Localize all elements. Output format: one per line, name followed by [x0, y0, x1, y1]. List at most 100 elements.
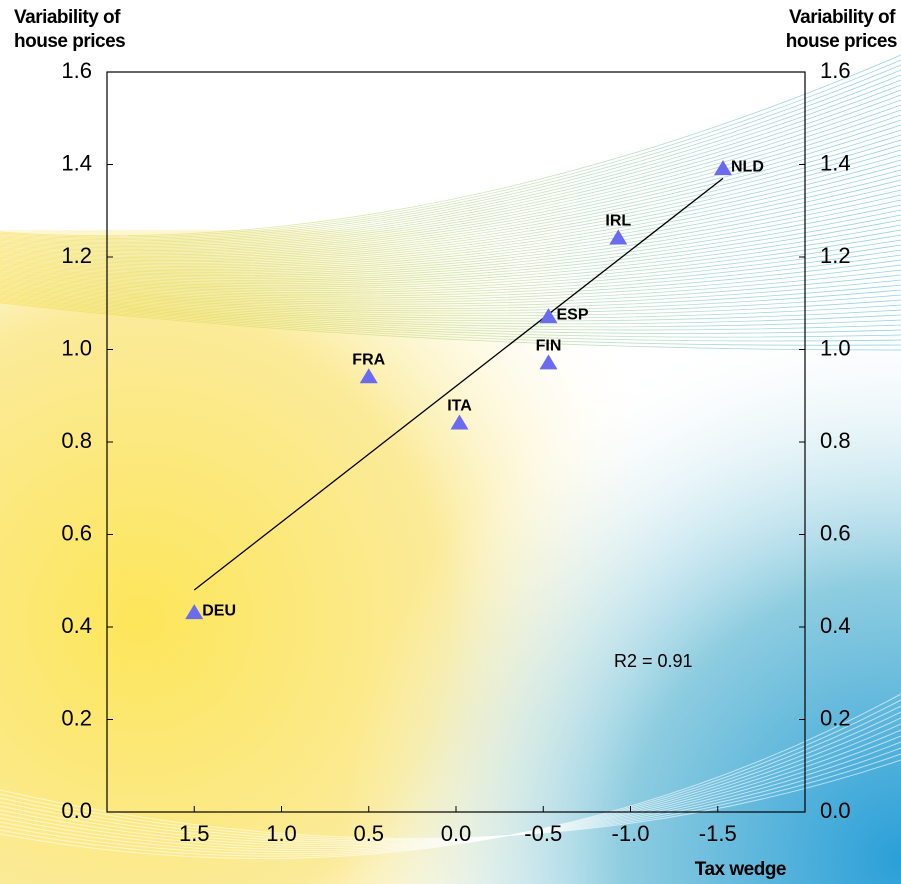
- bg-curve: [0, 184, 901, 273]
- bg-curve: [0, 139, 901, 260]
- bg-curve: [0, 753, 901, 841]
- bg-curve: [0, 119, 901, 254]
- bg-curve: [0, 290, 901, 317]
- y-tick-label: 0.4: [61, 613, 92, 638]
- bg-curve: [0, 711, 901, 853]
- bg-curve: [0, 747, 901, 842]
- point: [609, 229, 628, 245]
- y2-tick-label: 0.4: [820, 613, 851, 638]
- bg-curve: [0, 54, 901, 237]
- bg-curve: [0, 194, 901, 277]
- point: [359, 368, 378, 384]
- bg-curve: [0, 69, 901, 241]
- bg-curve: [0, 129, 901, 257]
- y2-tick-label: 1.6: [820, 58, 851, 83]
- bg-curve: [0, 705, 901, 855]
- y-tick-label: 0.6: [61, 520, 92, 545]
- bg-curve: [0, 735, 901, 845]
- x-tick-label: 0.5: [353, 821, 384, 846]
- y-tick-label: 1.2: [61, 243, 92, 268]
- y-tick-label: 1.4: [61, 150, 92, 175]
- point: [450, 414, 469, 430]
- point-label: IRL: [605, 213, 631, 230]
- bg-curve: [0, 693, 901, 859]
- x-tick-label: -1.0: [612, 821, 650, 846]
- bg-curve: [0, 254, 901, 297]
- bg-curve: [0, 717, 901, 851]
- bg-curve: [0, 249, 901, 295]
- point-label: ITA: [447, 398, 472, 415]
- bg-curve: [0, 104, 901, 250]
- bg-curve: [0, 99, 901, 249]
- point: [539, 354, 558, 370]
- bg-curve: [0, 59, 901, 238]
- bg-curve: [0, 279, 901, 307]
- bg-curve: [0, 94, 901, 247]
- point: [539, 308, 558, 324]
- bg-curve: [0, 291, 901, 319]
- bg-curve: [0, 164, 901, 267]
- bg-curve: [0, 300, 901, 342]
- bg-curve: [0, 209, 901, 281]
- bg-curve: [0, 259, 901, 299]
- bg-curve: [0, 74, 901, 242]
- bg-curve: [0, 84, 901, 245]
- trend-line: [193, 177, 724, 591]
- bg-curve: [0, 284, 901, 309]
- bg-curve: [0, 301, 901, 346]
- bg-curve: [0, 169, 901, 269]
- point-label: DEU: [202, 602, 236, 619]
- bg-curve: [0, 288, 901, 312]
- y2-tick-label: 0.0: [820, 798, 851, 823]
- x-tick-label: -1.5: [699, 821, 737, 846]
- y2-tick-label: 1.2: [820, 243, 851, 268]
- bg-curve: [0, 699, 901, 857]
- x-tick-label: 1.0: [266, 821, 297, 846]
- bg-curve: [0, 759, 901, 839]
- y-tick-label: 1.6: [61, 58, 92, 83]
- bg-curve: [0, 296, 901, 331]
- y-tick-label: 0.8: [61, 428, 92, 453]
- bg-curve: [0, 114, 901, 253]
- bg-curve: [0, 109, 901, 252]
- bg-curve: [0, 297, 901, 334]
- y-tick-label: 0.0: [61, 798, 92, 823]
- y-axis-label-line: house prices: [14, 31, 125, 52]
- bg-curve: [0, 179, 901, 272]
- bg-curve: [0, 149, 901, 263]
- bg-curve: [0, 741, 901, 843]
- bg-curve: [0, 89, 901, 246]
- y2-axis-label-line: house prices: [786, 31, 897, 52]
- bg-curve: [0, 269, 901, 303]
- y2-tick-label: 0.8: [820, 428, 851, 453]
- bg-curve: [0, 289, 901, 314]
- point: [185, 604, 204, 620]
- bg-curve: [0, 298, 901, 338]
- x-tick-label: 1.5: [179, 821, 210, 846]
- bg-curve: [0, 204, 901, 280]
- bg-curve: [0, 239, 901, 292]
- bg-curve: [0, 264, 901, 301]
- bg-curve: [0, 723, 901, 849]
- bg-curve: [0, 174, 901, 270]
- point: [713, 160, 732, 176]
- bg-curve: [0, 154, 901, 264]
- point-label: ESP: [556, 306, 588, 323]
- y2-tick-label: 0.2: [820, 705, 851, 730]
- bg-curve: [0, 79, 901, 243]
- y-tick-label: 0.2: [61, 705, 92, 730]
- x-tick-label: -0.5: [524, 821, 562, 846]
- bg-curve: [0, 144, 901, 261]
- bg-curve: [0, 244, 901, 293]
- bg-curve: [0, 295, 901, 328]
- point-label: NLD: [731, 158, 764, 175]
- y-axis-label-line: Variability of: [14, 7, 121, 28]
- bg-curve: [0, 189, 901, 275]
- bg-curve: [0, 229, 901, 288]
- bg-curve: [0, 64, 901, 239]
- point-label: FRA: [352, 351, 385, 368]
- bg-curve: [0, 219, 901, 285]
